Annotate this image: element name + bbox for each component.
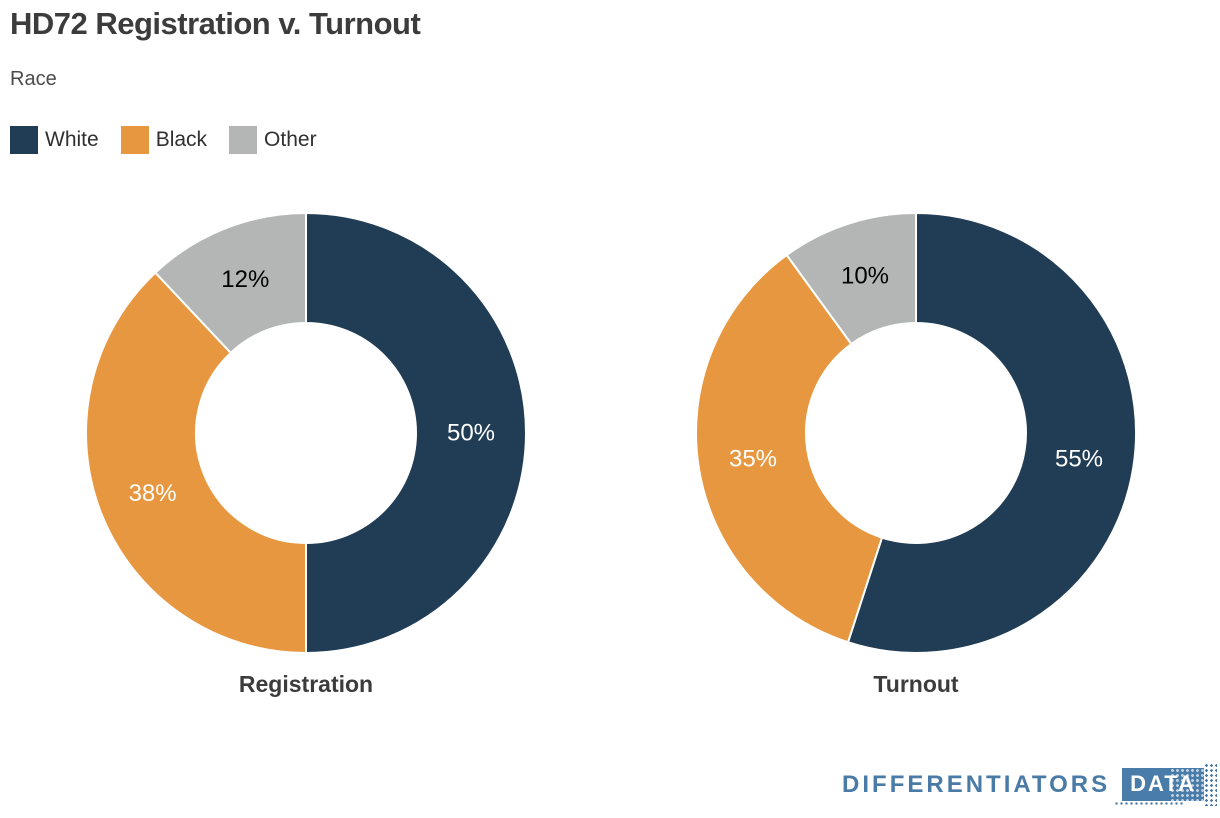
brand-wordmark: DIFFERENTIATORS xyxy=(842,770,1111,798)
donut-chart-turnout: 55% 35% 10% xyxy=(694,211,1138,655)
pie-caption-registration: Registration xyxy=(238,671,374,697)
legend-item-black[interactable]: Black xyxy=(120,126,208,154)
legend-swatch-other xyxy=(229,126,258,154)
slice-label-turnout-white: 55% xyxy=(1055,445,1103,472)
badge-dot-pattern-right xyxy=(1204,763,1217,806)
brand-badge-label: DATA xyxy=(1130,771,1196,796)
brand-badge: DATA xyxy=(1114,763,1217,807)
slice-label-registration-black: 38% xyxy=(129,480,177,507)
legend-item-white[interactable]: White xyxy=(10,126,99,154)
brand-logo: DIFFERENTIATORS DATA xyxy=(842,763,1217,807)
legend-item-other[interactable]: Other xyxy=(229,126,317,154)
slice-label-registration-white: 50% xyxy=(447,420,495,447)
legend-label: Other xyxy=(264,128,317,151)
slice-registration-other[interactable] xyxy=(154,212,307,354)
legend: White Black Other xyxy=(10,126,317,154)
legend-swatch-white xyxy=(10,126,38,154)
donut-svg-turnout: 55% 35% 10% xyxy=(695,212,1137,654)
page-title: HD72 Registration v. Turnout xyxy=(10,6,421,41)
slice-registration-white[interactable] xyxy=(305,212,527,654)
pie-caption-turnout: Turnout xyxy=(873,671,959,697)
legend-label: White xyxy=(45,128,99,151)
slice-turnout-white[interactable] xyxy=(847,212,1137,654)
legend-swatch-black xyxy=(120,126,149,154)
donut-chart-registration: 50% 38% 12% xyxy=(84,211,528,655)
slice-label-turnout-black: 35% xyxy=(729,445,777,472)
slice-label-registration-other: 12% xyxy=(221,266,269,293)
chart-subtitle: Race xyxy=(10,68,57,90)
slice-turnout-other[interactable] xyxy=(785,212,917,346)
slice-label-turnout-other: 10% xyxy=(841,263,889,290)
legend-label: Black xyxy=(155,128,208,151)
badge-dot-pattern-bottom xyxy=(1114,801,1185,807)
donut-svg-registration: 50% 38% 12% xyxy=(85,212,527,654)
slice-registration-black[interactable] xyxy=(85,271,307,654)
slice-turnout-black[interactable] xyxy=(695,254,884,644)
